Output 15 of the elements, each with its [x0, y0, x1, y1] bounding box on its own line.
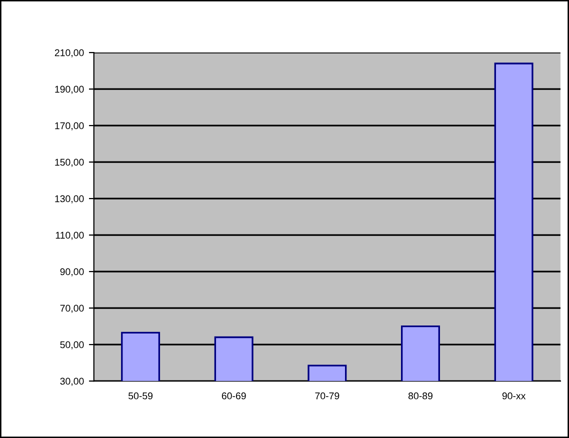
- x-tick-label: 70-79: [315, 392, 340, 400]
- y-tick-label: 110,00: [56, 232, 84, 240]
- y-tick-label: 90,00: [60, 268, 84, 276]
- y-tick-label: 50,00: [60, 341, 84, 350]
- x-tick-label: 80-89: [408, 392, 432, 400]
- x-tick-label: 60-69: [222, 392, 246, 400]
- y-tick-label: 170,00: [55, 122, 84, 130]
- y-tick-label: 70,00: [60, 304, 84, 313]
- y-tick-label: 210,00: [54, 49, 84, 58]
- y-tick-label: 30,00: [60, 378, 84, 386]
- x-tick-label: 90-xx: [502, 392, 526, 400]
- y-tick-label: 190,00: [55, 86, 84, 94]
- x-tick-label: 50-59: [128, 392, 153, 400]
- y-tick-label: 130,00: [55, 195, 84, 204]
- y-tick-label: 150,00: [55, 158, 84, 167]
